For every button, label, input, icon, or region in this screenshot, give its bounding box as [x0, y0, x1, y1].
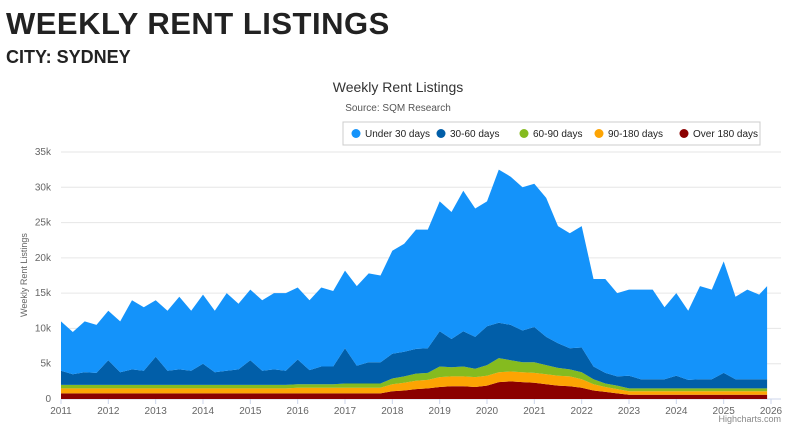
chart-subtitle: Source: SQM Research — [345, 103, 451, 114]
x-tick-label: 2013 — [145, 406, 168, 417]
legend-item[interactable]: Under 30 days — [351, 129, 431, 140]
chart-title: Weekly Rent Listings — [333, 79, 463, 95]
y-axis-title: Weekly Rent Listings — [19, 233, 29, 317]
legend-label: 30-60 days — [450, 129, 499, 140]
legend-marker-icon — [436, 129, 446, 138]
area-90-180-days[interactable] — [61, 371, 768, 395]
x-tick-label: 2015 — [239, 406, 262, 417]
legend-marker-icon — [679, 129, 689, 138]
legend-item[interactable]: Over 180 days — [679, 129, 759, 140]
x-tick-label: 2018 — [381, 406, 404, 417]
page-subtitle: CITY: SYDNEY — [6, 47, 131, 67]
y-tick-label: 25k — [35, 218, 52, 229]
y-tick-label: 20k — [35, 253, 52, 264]
x-tick-label: 2016 — [287, 406, 310, 417]
x-tick-label: 2022 — [571, 406, 594, 417]
x-tick-label: 2017 — [334, 406, 357, 417]
y-tick-label: 0 — [45, 394, 51, 405]
x-tick-label: 2011 — [50, 406, 72, 417]
y-tick-label: 15k — [35, 288, 52, 299]
x-tick-label: 2019 — [429, 406, 452, 417]
legend-marker-icon — [519, 129, 529, 138]
legend-item[interactable]: 60-90 days — [519, 129, 583, 140]
legend-label: Under 30 days — [365, 129, 430, 140]
y-tick-label: 35k — [35, 147, 52, 158]
legend-item[interactable]: 30-60 days — [436, 129, 500, 140]
y-tick-label: 5k — [40, 359, 52, 370]
legend: Under 30 days 30-60 days 60-90 days 90-180 … — [351, 129, 759, 140]
legend-label: 90-180 days — [608, 129, 663, 140]
x-tick-label: 2014 — [192, 406, 215, 417]
legend-marker-icon — [351, 129, 361, 138]
area-under-30-days[interactable] — [61, 169, 768, 380]
areas — [61, 169, 768, 399]
x-tick-label: 2012 — [97, 406, 120, 417]
x-tick-label: 2020 — [476, 406, 499, 417]
x-tick-label: 2023 — [618, 406, 641, 417]
area-over-180-days[interactable] — [61, 381, 768, 399]
highcharts-credit[interactable]: Highcharts.com — [718, 414, 781, 424]
x-tick-label: 2024 — [665, 406, 688, 417]
x-tick-label: 2021 — [523, 406, 546, 417]
axes: 0 5k 10k 15k 20k 25k 30k 35k 2011 2012 2013 2014 201… — [35, 147, 783, 417]
legend-label: 60-90 days — [533, 129, 582, 140]
legend-marker-icon — [594, 129, 604, 138]
y-tick-label: 30k — [35, 182, 52, 193]
x-tick-label: 2026 — [760, 406, 783, 417]
y-tick-label: 10k — [35, 323, 52, 334]
area-30-60-days[interactable] — [61, 322, 768, 389]
area-60-90-days[interactable] — [61, 358, 768, 392]
legend-item[interactable]: 90-180 days — [594, 129, 664, 140]
legend-label: Over 180 days — [693, 129, 758, 140]
page-title: WEEKLY RENT LISTINGS — [6, 6, 390, 41]
legend-box — [342, 121, 761, 146]
x-tick-label: 2025 — [713, 406, 736, 417]
